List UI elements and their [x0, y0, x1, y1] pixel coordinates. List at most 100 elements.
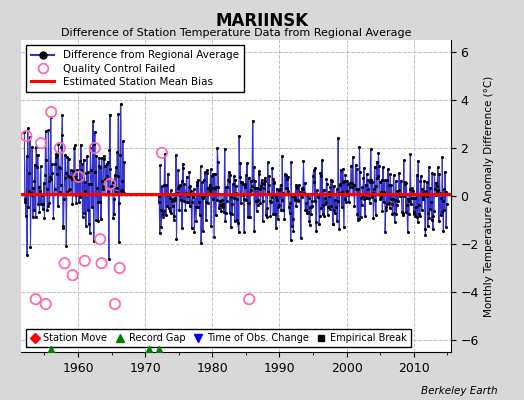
Point — [173, 185, 182, 191]
Point — [256, 200, 265, 206]
Point — [429, 226, 437, 232]
Point — [420, 189, 428, 195]
Point — [284, 188, 292, 194]
Point — [74, 178, 83, 185]
Point — [347, 162, 355, 169]
Point — [386, 171, 395, 177]
Point — [250, 185, 259, 192]
Point — [96, 163, 105, 170]
Point — [324, 204, 332, 210]
Point — [394, 188, 402, 195]
Point — [386, 204, 394, 211]
Point — [230, 195, 238, 201]
Point — [336, 181, 344, 187]
Point — [400, 181, 409, 188]
Title: Difference of Station Temperature Data from Regional Average: Difference of Station Temperature Data f… — [61, 28, 411, 38]
Point — [117, 187, 125, 194]
Point — [239, 192, 247, 198]
Point — [170, 217, 179, 224]
Point — [112, 164, 121, 170]
Point — [121, 190, 129, 196]
Point — [425, 185, 434, 192]
Point — [423, 179, 431, 186]
Point — [221, 146, 229, 152]
Point — [374, 150, 383, 156]
Point — [370, 164, 379, 170]
Point — [89, 118, 97, 125]
Point — [90, 141, 99, 148]
Point — [322, 176, 331, 182]
Point — [414, 202, 423, 208]
Point — [321, 200, 329, 207]
Point — [220, 208, 228, 215]
Point — [297, 234, 305, 241]
Point — [249, 164, 258, 170]
Point — [50, 186, 59, 192]
Point — [296, 189, 304, 195]
Point — [28, 144, 36, 151]
Point — [285, 204, 293, 210]
Point — [73, 166, 81, 173]
Point — [308, 203, 316, 209]
Point — [310, 178, 318, 185]
Point — [174, 182, 183, 189]
Point — [431, 179, 440, 186]
Point — [361, 213, 369, 219]
Point — [38, 192, 46, 198]
Point — [20, 199, 29, 205]
Point — [443, 201, 451, 207]
Point — [278, 197, 286, 204]
Point — [24, 125, 32, 132]
Point — [173, 190, 181, 196]
Point — [381, 207, 390, 213]
Point — [227, 194, 235, 200]
Point — [20, 129, 28, 135]
Point — [156, 162, 165, 168]
Point — [270, 178, 279, 185]
Point — [201, 169, 209, 176]
Point — [422, 193, 431, 199]
Point — [101, 175, 110, 182]
Point — [278, 153, 287, 159]
Point — [424, 209, 432, 216]
Point — [192, 218, 200, 224]
Point — [96, 199, 104, 206]
Point — [417, 207, 425, 213]
Point — [209, 170, 217, 177]
Point — [241, 181, 249, 187]
Point — [380, 199, 388, 205]
Point — [317, 204, 325, 211]
Point — [428, 170, 436, 177]
Point — [315, 212, 324, 219]
Point — [60, 195, 68, 202]
Point — [269, 211, 278, 218]
Point — [435, 171, 444, 177]
Point — [379, 164, 387, 170]
Point — [110, 211, 118, 217]
Point — [280, 190, 288, 197]
Point — [90, 238, 98, 244]
Point — [294, 197, 303, 203]
Point — [371, 197, 379, 204]
Point — [410, 211, 418, 218]
Point — [218, 196, 226, 203]
Point — [330, 183, 338, 189]
Point — [181, 191, 189, 197]
Point — [163, 202, 171, 209]
Point — [183, 198, 192, 205]
Point — [295, 182, 303, 188]
Point — [155, 193, 163, 199]
Point — [163, 192, 172, 198]
Point — [208, 173, 216, 179]
Point — [258, 180, 266, 187]
Point — [441, 168, 449, 175]
Point — [188, 199, 196, 206]
Point — [305, 221, 314, 228]
Point — [106, 166, 115, 172]
Point — [416, 213, 424, 219]
Point — [436, 212, 445, 218]
Point — [374, 173, 382, 180]
Point — [99, 183, 107, 189]
Point — [246, 189, 255, 196]
Point — [436, 190, 444, 196]
